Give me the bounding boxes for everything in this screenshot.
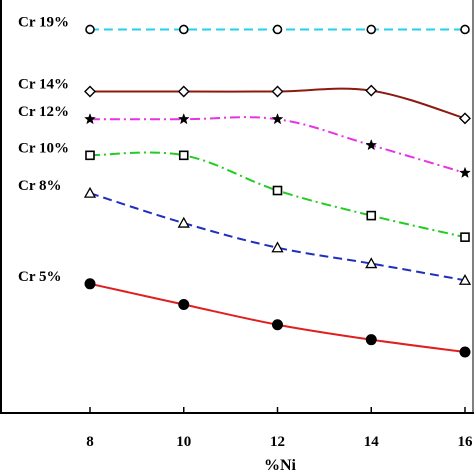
data-point bbox=[460, 232, 470, 242]
series-label: Cr 8% bbox=[18, 178, 61, 194]
data-point bbox=[85, 150, 95, 161]
data-point bbox=[272, 185, 283, 196]
data-point bbox=[365, 334, 377, 346]
data-point bbox=[459, 346, 471, 358]
series-1 bbox=[84, 84, 471, 125]
x-tick-labels: 8 10 12 14 16 bbox=[86, 434, 473, 450]
x-tick-label: 10 bbox=[176, 434, 191, 450]
data-point bbox=[459, 112, 471, 125]
data-point bbox=[178, 24, 189, 35]
data-point bbox=[84, 278, 96, 290]
series-2 bbox=[84, 113, 471, 178]
series-layer bbox=[83, 24, 472, 358]
series-line bbox=[89, 282, 466, 353]
series-line bbox=[90, 116, 466, 174]
series-5 bbox=[84, 278, 471, 358]
data-point bbox=[365, 138, 378, 151]
data-point bbox=[84, 85, 96, 98]
data-point bbox=[84, 113, 96, 125]
data-point bbox=[178, 150, 189, 161]
data-point bbox=[459, 166, 471, 178]
data-point bbox=[85, 24, 95, 35]
data-point bbox=[366, 24, 377, 35]
data-point bbox=[177, 216, 190, 228]
series-3 bbox=[85, 150, 470, 242]
series-label: Cr 5% bbox=[18, 269, 61, 285]
data-point bbox=[271, 85, 284, 98]
series-label: Cr 14% bbox=[18, 77, 69, 93]
data-point bbox=[177, 113, 190, 125]
data-point bbox=[177, 85, 190, 98]
x-axis-label: %Ni bbox=[264, 457, 297, 474]
data-point bbox=[272, 24, 283, 35]
x-tick-label: 16 bbox=[458, 434, 474, 450]
data-point bbox=[272, 319, 283, 331]
data-point bbox=[178, 298, 190, 310]
series-label: Cr 10% bbox=[18, 140, 69, 156]
data-point bbox=[366, 210, 377, 221]
series-4 bbox=[83, 186, 472, 285]
data-point bbox=[458, 273, 472, 285]
data-point bbox=[460, 24, 470, 35]
data-point bbox=[271, 113, 284, 125]
series-label: Cr 19% bbox=[18, 14, 69, 30]
data-point bbox=[365, 84, 378, 97]
data-point bbox=[365, 257, 378, 269]
series-line bbox=[89, 192, 466, 282]
data-point bbox=[83, 186, 97, 198]
series-0 bbox=[85, 24, 470, 35]
x-tick-label: 14 bbox=[364, 434, 380, 450]
x-tick-label: 12 bbox=[270, 434, 285, 450]
x-tick-label: 8 bbox=[86, 434, 94, 450]
axes bbox=[0, 0, 474, 414]
series-labels: Cr 19% Cr 14% Cr 12% Cr 10% Cr 8% Cr 5% bbox=[18, 14, 69, 284]
series-label: Cr 12% bbox=[18, 104, 69, 120]
data-point bbox=[271, 241, 284, 253]
